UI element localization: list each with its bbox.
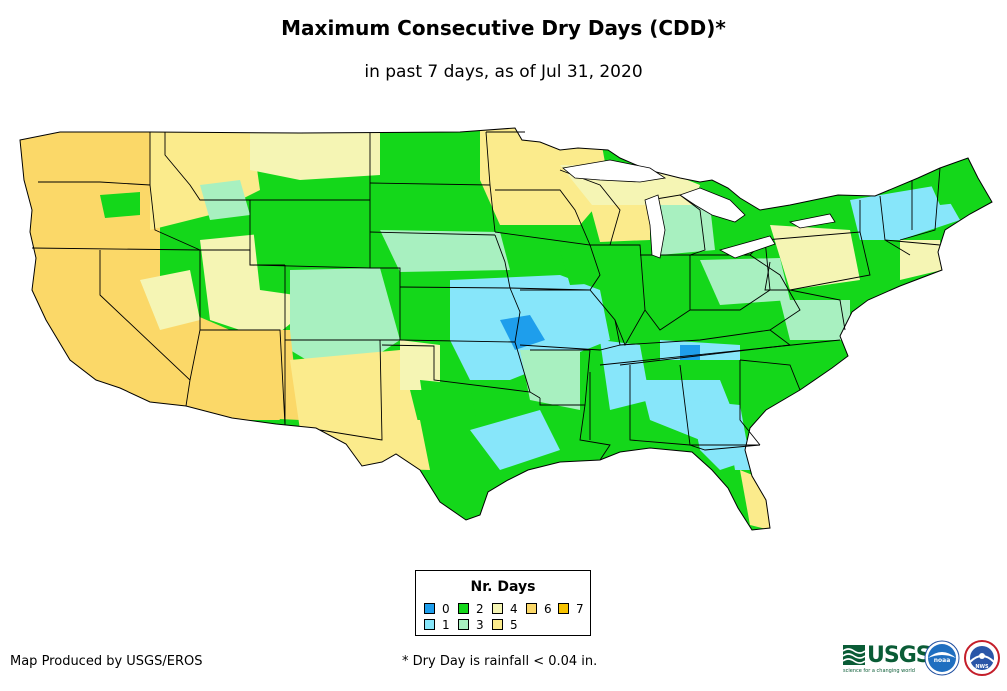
usgs-tagline: science for a changing world (843, 668, 915, 674)
legend-swatch-5 (492, 619, 503, 630)
map-subtitle: in past 7 days, as of Jul 31, 2020 (364, 62, 643, 82)
legend-item-0: 0 (424, 603, 450, 615)
great-lakes (562, 159, 836, 259)
legend-label-3: 3 (476, 618, 484, 632)
legend-swatch-4 (492, 603, 503, 614)
legend-title: Nr. Days (470, 579, 536, 595)
legend-item-7: 7 (558, 603, 584, 615)
legend-item-2: 2 (458, 603, 484, 615)
nws-logo-icon: NWS (964, 640, 1000, 676)
legend-item-6: 6 (526, 603, 552, 615)
legend-item-1: 1 (424, 619, 450, 631)
dry-day-footnote: * Dry Day is rainfall < 0.04 in. (402, 654, 598, 669)
legend-swatch-2 (458, 603, 469, 614)
legend-item-5: 5 (492, 619, 518, 631)
noaa-logo-text: noaa (934, 657, 951, 664)
legend: Nr. Days 0 1 2 3 4 5 6 7 (415, 570, 591, 636)
legend-label-7: 7 (576, 602, 584, 616)
legend-swatch-6 (526, 603, 537, 614)
legend-swatch-1 (424, 619, 435, 630)
map-title: Maximum Consecutive Dry Days (CDD)* (281, 16, 726, 40)
legend-label-1: 1 (442, 618, 450, 632)
legend-label-2: 2 (476, 602, 484, 616)
legend-label-4: 4 (510, 602, 518, 616)
legend-swatch-0 (424, 603, 435, 614)
legend-item-4: 4 (492, 603, 518, 615)
legend-swatch-7 (558, 603, 569, 614)
legend-item-3: 3 (458, 619, 484, 631)
map-credit: Map Produced by USGS/EROS (10, 654, 203, 669)
legend-label-6: 6 (544, 602, 552, 616)
noaa-logo-icon: noaa (924, 640, 960, 676)
legend-label-5: 5 (510, 618, 518, 632)
nws-logo-text: NWS (975, 664, 989, 670)
usgs-logo-text: USGS (867, 643, 932, 668)
legend-swatch-3 (458, 619, 469, 630)
cdd-fill-layer (20, 128, 992, 530)
usgs-logo: USGS science for a changing world (843, 643, 932, 674)
legend-label-0: 0 (442, 602, 450, 616)
usgs-wave-icon (843, 645, 865, 665)
